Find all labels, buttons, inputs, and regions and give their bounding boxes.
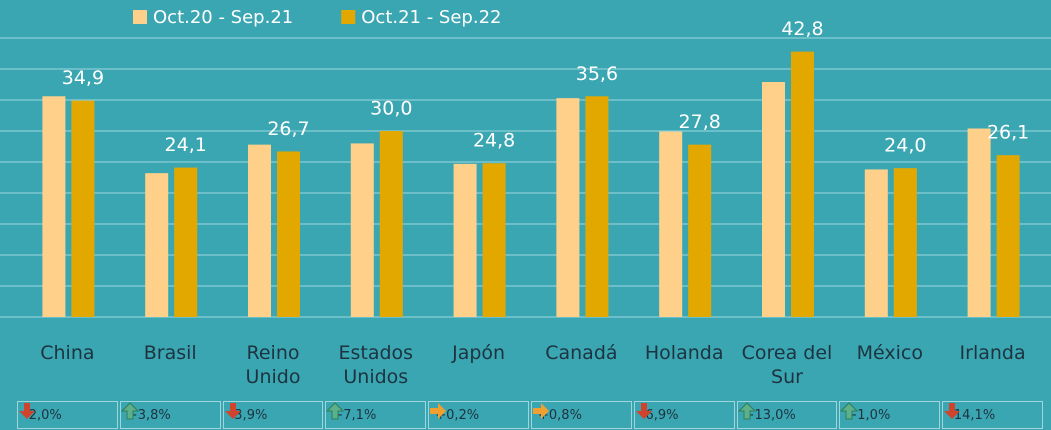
- bar: [482, 163, 506, 317]
- arrow-shape: [737, 402, 756, 420]
- x-tick-label: Corea del Sur: [741, 342, 833, 388]
- change-cell: -3,9%: [222, 401, 324, 429]
- data-label: 35,6: [576, 63, 618, 85]
- x-tick-label: Brasil: [143, 342, 197, 364]
- change-cell: -2,0%: [17, 401, 118, 429]
- bar: [893, 168, 917, 317]
- change-arrow: [737, 402, 756, 420]
- bar: [556, 98, 580, 317]
- data-label: 24,0: [884, 135, 926, 157]
- arrow-shape: [944, 403, 961, 419]
- bar: [42, 96, 66, 317]
- arrow-shape: [430, 403, 447, 419]
- legend-swatch: [133, 10, 147, 24]
- bar: [145, 173, 169, 317]
- bar: [864, 169, 888, 317]
- data-label: 34,9: [62, 67, 104, 89]
- arrow-shape: [224, 403, 241, 419]
- change-cell: +0,8%: [531, 401, 632, 429]
- bar: [585, 96, 609, 317]
- data-label: 42,8: [781, 18, 823, 40]
- arrow-shape: [840, 402, 859, 420]
- x-tick-label: México: [856, 342, 923, 364]
- change-label: +13,0%: [743, 407, 796, 423]
- bar: [379, 131, 403, 317]
- change-arrow: [533, 403, 549, 419]
- change-arrow: [224, 403, 241, 419]
- bar: [350, 143, 374, 317]
- data-label: 27,8: [679, 111, 721, 133]
- legend-swatch: [341, 10, 356, 24]
- bar: [277, 151, 300, 317]
- change-arrow: [635, 403, 652, 419]
- change-arrow: [840, 402, 859, 420]
- arrow-shape: [19, 403, 35, 419]
- bar: [967, 128, 991, 317]
- change-arrow: [19, 403, 35, 419]
- data-label: 24,8: [473, 130, 515, 152]
- arrow-shape: [635, 403, 652, 419]
- change-arrow: [120, 402, 139, 420]
- change-cell: +0,2%: [428, 401, 529, 429]
- bar: [174, 167, 198, 317]
- change-arrow: [326, 402, 345, 420]
- legend-label: Oct.21 - Sep.22: [361, 7, 501, 28]
- bar: [762, 82, 785, 318]
- change-arrow: [944, 403, 961, 419]
- bar: [659, 131, 683, 317]
- legend-label: Oct.20 - Sep.21: [153, 7, 293, 28]
- change-cell: +3,8%: [119, 401, 221, 429]
- x-tick-label: Irlanda: [959, 342, 1026, 364]
- bar: [996, 155, 1020, 317]
- x-tick-label: Canadá: [545, 342, 618, 364]
- change-cell: +13,0%: [736, 401, 838, 429]
- bar: [688, 144, 712, 317]
- x-tick-label: China: [40, 342, 95, 364]
- change-label: +0,2%: [435, 407, 480, 423]
- bar: [453, 163, 477, 317]
- x-tick-label: Reino Unido: [245, 342, 301, 388]
- bar: [71, 100, 95, 318]
- change-cell: +1,0%: [839, 401, 941, 429]
- bar: [248, 144, 271, 317]
- arrow-shape: [326, 402, 345, 420]
- data-label: 30,0: [370, 98, 412, 120]
- bar: [791, 51, 814, 317]
- change-cell: +7,1%: [325, 401, 427, 429]
- change-arrow: [430, 403, 447, 419]
- data-label: 26,1: [987, 122, 1029, 144]
- change-cell: -14,1%: [942, 401, 1043, 429]
- change-cell: -6,9%: [633, 401, 735, 429]
- x-tick-label: Japón: [452, 342, 506, 364]
- change-label: +0,8%: [538, 407, 582, 423]
- data-label: 26,7: [267, 118, 309, 140]
- x-tick-label: Holanda: [644, 342, 724, 364]
- arrow-shape: [120, 402, 139, 420]
- change-label: -14,1%: [949, 407, 996, 423]
- data-label: 24,1: [165, 134, 207, 156]
- x-tick-label: Estados Unidos: [338, 342, 414, 388]
- arrow-shape: [533, 403, 549, 419]
